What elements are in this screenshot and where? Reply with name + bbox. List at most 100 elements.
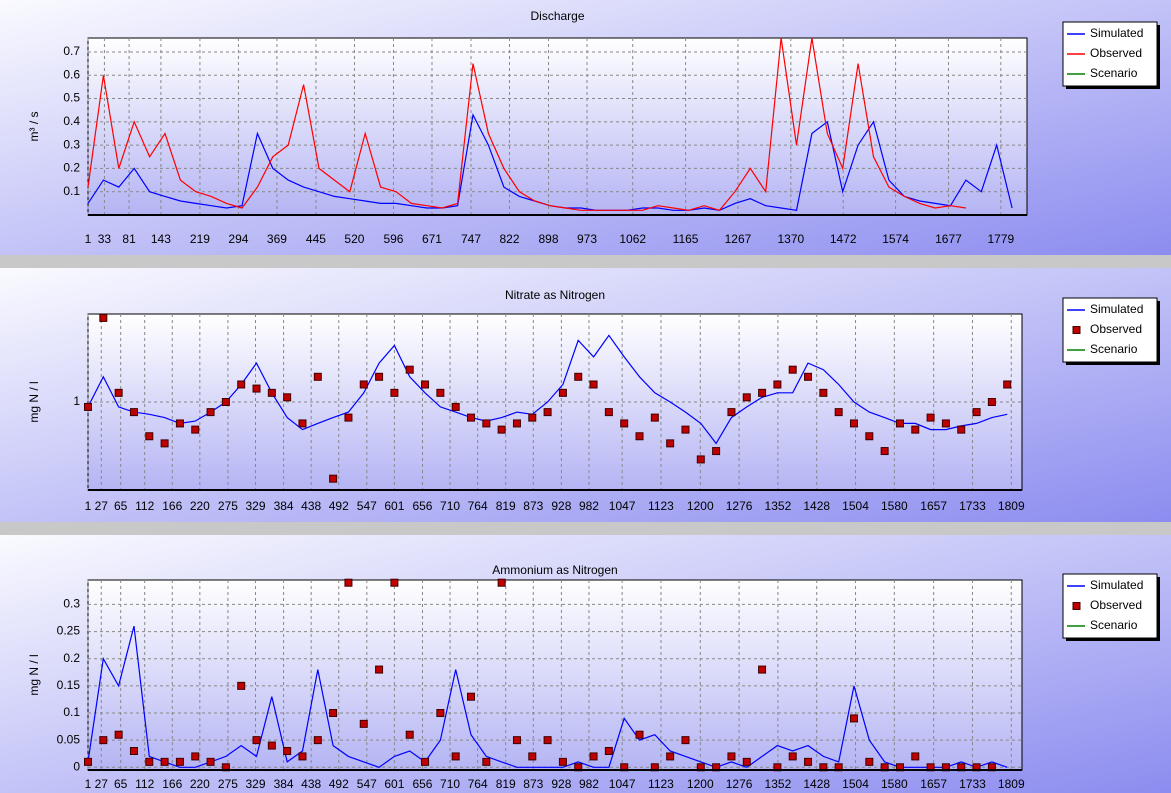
x-tick-label: 1352 [765,499,792,513]
observed-marker [543,736,552,745]
observed-marker [788,752,797,761]
observed-marker [987,398,996,406]
observed-marker [727,752,736,761]
y-tick-label: 0.6 [63,67,80,81]
x-tick-label: 65 [114,777,128,791]
observed-marker [466,413,475,422]
observed-marker [252,384,261,393]
x-tick-label: 1677 [935,232,962,246]
observed-marker [696,455,705,464]
x-tick-label: 1657 [920,777,947,791]
y-tick-label: 0.15 [57,678,81,692]
x-tick-label: 520 [344,232,364,246]
x-tick-label: 445 [306,232,326,246]
x-tick-label: 384 [274,777,294,791]
x-tick-label: 1370 [777,232,804,246]
x-tick-label: 1504 [842,777,869,791]
observed-marker [788,365,797,374]
x-tick-label: 1809 [998,777,1025,791]
observed-marker [405,730,414,739]
chart-title: Discharge [530,9,584,23]
x-tick-label: 547 [357,777,377,791]
observed-marker [267,388,276,397]
x-tick-label: 1047 [609,499,636,513]
x-tick-label: 220 [190,777,210,791]
observed-marker [650,413,659,422]
observed-marker [84,402,92,411]
y-tick-label: 0.4 [63,114,80,128]
y-tick-label: 0.3 [63,137,80,151]
observed-marker [436,388,445,397]
splitter[interactable] [0,522,1171,535]
x-tick-label: 1809 [998,499,1025,513]
x-tick-label: 710 [440,777,460,791]
x-tick-label: 1276 [726,777,753,791]
observed-marker [865,432,874,441]
x-tick-label: 1123 [648,777,674,791]
y-tick-label: 0.2 [63,651,80,665]
legend-label: Observed [1090,46,1142,60]
observed-marker [819,388,828,397]
legend-swatch [1072,326,1081,334]
observed-marker [635,730,644,739]
x-tick-label: 1580 [881,499,908,513]
observed-marker [849,419,858,428]
x-tick-label: 1123 [648,499,674,513]
observed-marker [298,752,307,761]
observed-marker [451,752,460,761]
y-tick-label: 0.1 [63,705,80,719]
x-tick-label: 1428 [803,499,830,513]
observed-marker [329,709,338,717]
observed-marker [482,419,491,428]
observed-marker [252,736,261,745]
legend-label: Scenario [1090,342,1138,356]
x-tick-label: 33 [98,232,112,246]
x-tick-label: 1047 [609,777,636,791]
x-tick-label: 1779 [987,232,1014,246]
x-tick-label: 112 [135,777,154,791]
observed-marker [620,419,629,428]
observed-marker [834,408,843,417]
x-tick-label: 492 [329,499,349,513]
x-tick-label: 973 [577,232,597,246]
x-tick-label: 1733 [959,499,986,513]
observed-marker [145,757,154,766]
observed-marker [727,408,736,417]
y-tick-label: 0.25 [57,624,81,638]
x-tick-label: 275 [218,777,238,791]
x-tick-label: 1428 [803,777,830,791]
observed-marker [742,393,751,402]
observed-marker [160,439,169,448]
observed-marker [359,719,368,728]
observed-marker [589,380,598,389]
x-tick-label: 873 [523,499,543,513]
x-tick-label: 596 [383,232,403,246]
x-tick-label: 764 [468,777,488,791]
observed-marker [298,419,307,428]
observed-marker [957,425,966,434]
x-tick-label: 1165 [673,232,699,246]
x-tick-label: 1200 [687,777,714,791]
x-tick-label: 1580 [881,777,908,791]
x-tick-label: 822 [499,232,519,246]
observed-marker [880,447,889,456]
splitter[interactable] [0,255,1171,268]
observed-marker [191,752,200,761]
observed-marker [911,425,920,434]
observed-marker [512,419,521,428]
observed-marker [99,736,108,745]
y-axis-label: m³ / s [27,112,41,142]
observed-marker [191,425,200,434]
x-tick-label: 1733 [959,777,986,791]
x-tick-label: 819 [496,499,516,513]
observed-marker [390,578,399,587]
x-tick-label: 294 [228,232,248,246]
observed-marker [528,413,537,422]
observed-marker [926,413,935,422]
observed-marker [84,757,92,766]
observed-marker [604,747,613,755]
x-tick-label: 143 [151,232,171,246]
y-tick-label: 0.5 [63,91,80,105]
x-tick-label: 928 [551,777,571,791]
legend-label: Observed [1090,598,1142,612]
